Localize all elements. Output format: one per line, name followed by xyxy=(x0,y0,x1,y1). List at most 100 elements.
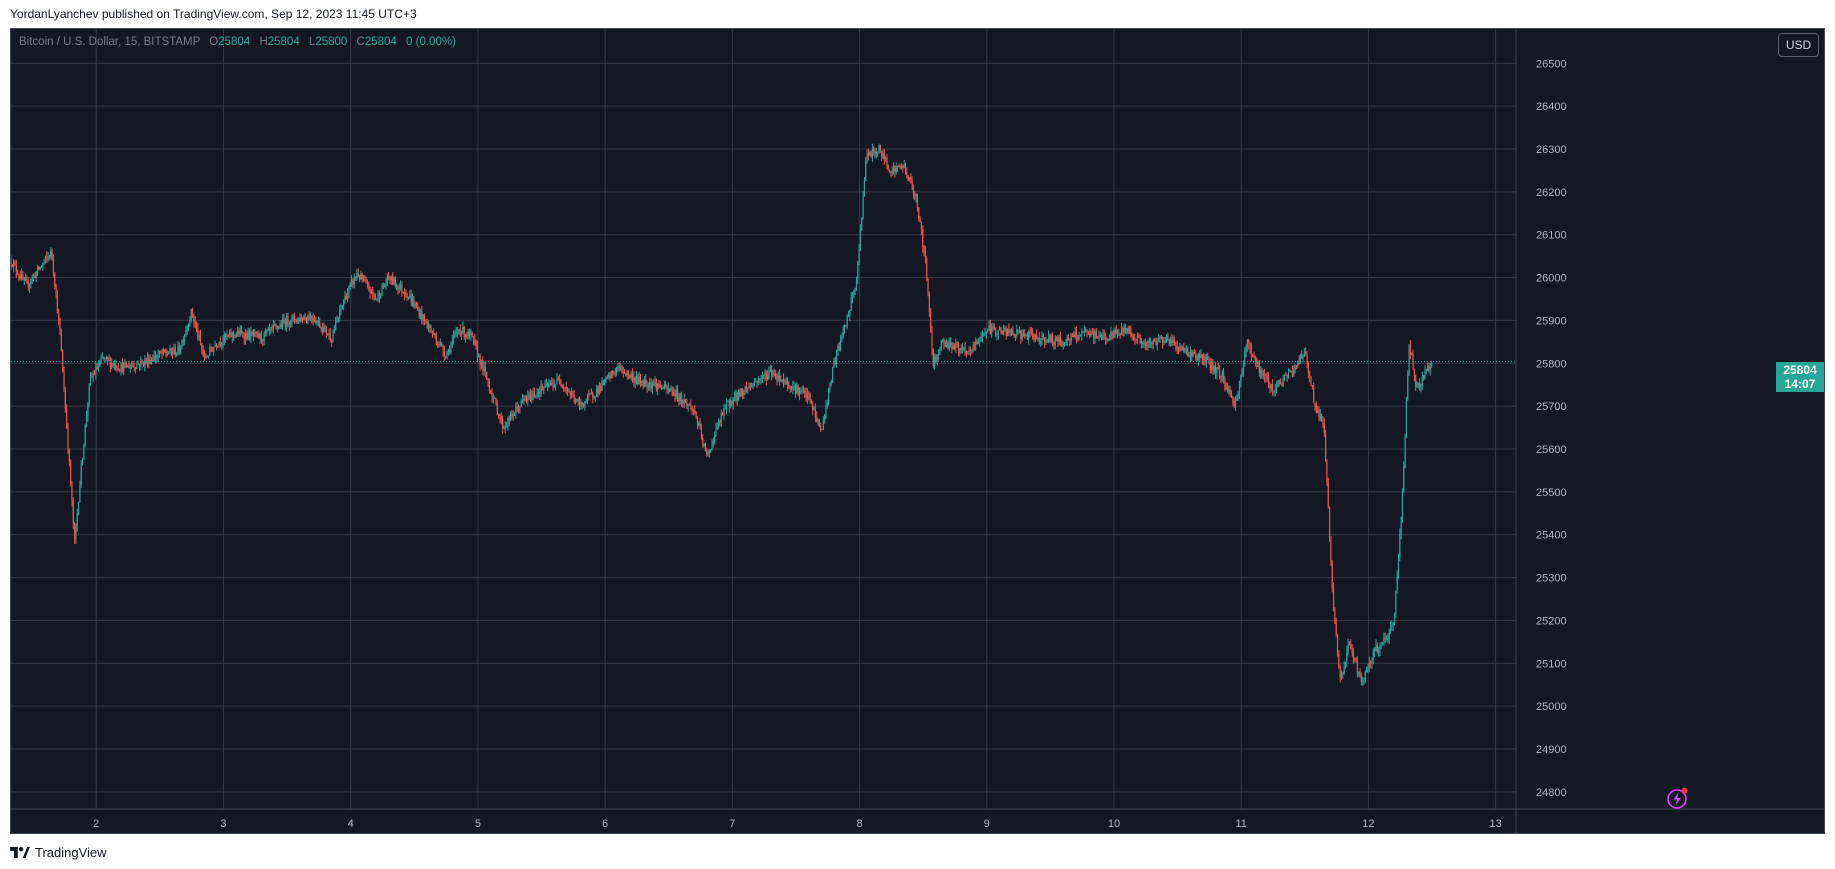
candle-body xyxy=(293,315,296,321)
candle-body xyxy=(54,272,56,287)
candle-body xyxy=(1303,352,1305,357)
candle-body xyxy=(890,171,892,174)
candle-body xyxy=(1229,389,1231,394)
candle-body xyxy=(926,258,928,280)
candle-body xyxy=(51,250,53,257)
candle-body xyxy=(1328,506,1331,538)
candle-body xyxy=(1388,631,1390,639)
candle-body xyxy=(715,427,717,436)
candle-body xyxy=(290,322,292,325)
candle-body xyxy=(1022,334,1025,336)
candle-body xyxy=(160,351,162,353)
candle-body xyxy=(1381,642,1384,646)
candle-body xyxy=(95,367,97,375)
time-tick-label: 4 xyxy=(348,818,354,830)
candle-body xyxy=(1293,370,1295,376)
candle-body xyxy=(84,425,86,445)
candle-body xyxy=(686,402,688,406)
candle-body xyxy=(83,444,85,459)
candle-body xyxy=(145,359,147,362)
candle-body xyxy=(34,275,36,279)
candle-body xyxy=(622,372,624,374)
candle-body xyxy=(1387,638,1389,640)
candle-body xyxy=(560,383,562,385)
candle-body xyxy=(345,295,347,300)
candle-body xyxy=(1077,337,1079,340)
candle-body xyxy=(1411,353,1413,355)
candle-body xyxy=(557,378,559,380)
candle-body xyxy=(839,339,842,350)
candle-body xyxy=(797,385,799,395)
candle-body xyxy=(1313,387,1315,404)
candle-body xyxy=(989,325,991,334)
candle-body xyxy=(1291,370,1294,376)
lightning-bolt-icon[interactable] xyxy=(1666,786,1690,810)
candle-body xyxy=(56,294,58,314)
candle-body xyxy=(97,365,100,370)
candle-body xyxy=(869,152,871,156)
candle-body xyxy=(454,333,456,336)
candle-body xyxy=(549,382,551,385)
currency-button[interactable]: USD xyxy=(1778,33,1819,57)
candle-body xyxy=(785,380,787,384)
candle-body xyxy=(845,325,847,327)
candle-body xyxy=(849,309,851,316)
candle-body xyxy=(1375,644,1377,649)
candle-body xyxy=(142,361,145,366)
candle-body xyxy=(1344,662,1347,668)
candle-body xyxy=(993,326,995,330)
candle-body xyxy=(66,408,68,429)
candle-body xyxy=(28,284,31,288)
candle-body xyxy=(809,394,811,401)
candle-body xyxy=(1062,344,1064,346)
candle-body xyxy=(565,387,567,390)
candle-body xyxy=(1150,342,1152,344)
candle-body xyxy=(256,332,259,334)
candle-body xyxy=(513,414,516,416)
candle-body xyxy=(396,285,398,287)
price-tick-label: 25200 xyxy=(1536,615,1567,627)
candle-body xyxy=(606,376,608,378)
candle-body xyxy=(1140,340,1142,345)
candle-body xyxy=(1066,337,1068,344)
price-chart[interactable]: 26500 26400 26300 26200 26100 26000 25900 25800… xyxy=(11,29,1825,834)
candle-body xyxy=(643,379,646,387)
candle-body xyxy=(751,385,753,387)
candle-body xyxy=(486,371,488,380)
candle-body xyxy=(509,413,512,421)
candle-body xyxy=(26,280,28,282)
candle-body xyxy=(843,325,846,329)
candle-body xyxy=(297,317,300,319)
candle-body xyxy=(1012,329,1014,335)
candle-body xyxy=(920,221,923,230)
candle-body xyxy=(153,355,155,362)
candle-body xyxy=(1228,389,1230,392)
candle-body xyxy=(1138,335,1140,338)
candle-body xyxy=(500,418,502,420)
candle-body xyxy=(928,294,930,313)
candle-body xyxy=(221,343,223,345)
candle-body xyxy=(981,334,983,338)
chart-frame[interactable]: 26500 26400 26300 26200 26100 26000 25900 25800… xyxy=(10,28,1825,834)
candle-body xyxy=(11,260,12,265)
candle-body xyxy=(438,344,440,346)
candle-body xyxy=(1042,335,1044,338)
candle-body xyxy=(1115,330,1117,334)
candle-body xyxy=(724,408,726,410)
candle-body xyxy=(1124,328,1127,334)
candle-body xyxy=(1181,346,1184,348)
candle-body xyxy=(930,312,932,329)
candle-body xyxy=(1294,365,1296,371)
candle-body xyxy=(1330,537,1332,563)
candle-body xyxy=(516,406,518,409)
candle-body xyxy=(1384,638,1386,640)
candle-body xyxy=(657,383,659,390)
candle-body xyxy=(401,284,403,292)
candle-body xyxy=(433,333,435,335)
candle-body xyxy=(209,347,211,356)
candle-body xyxy=(30,281,32,285)
candle-body xyxy=(1074,331,1076,338)
candle-body xyxy=(1234,400,1237,408)
candle-body xyxy=(835,352,838,365)
candle-body xyxy=(347,293,349,300)
